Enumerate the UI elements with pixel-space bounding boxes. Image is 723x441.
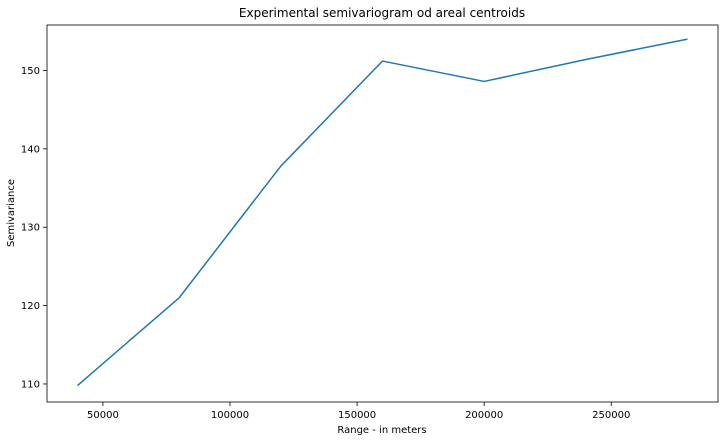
y-axis-ticks: 110 120 130 140 150 (21, 66, 47, 390)
y-axis-label: Semivariance (6, 179, 17, 247)
x-axis-ticks: 50000 100000 150000 200000 250000 (87, 402, 630, 421)
plot-frame (46, 24, 719, 403)
x-axis-label: Range - in meters (337, 425, 426, 436)
chart-title: Experimental semivariogram od areal cent… (239, 6, 525, 20)
series-layer (77, 38, 688, 387)
y-tick-label: 120 (21, 301, 40, 312)
y-tick-label: 130 (21, 223, 40, 234)
x-tick-label: 50000 (87, 410, 119, 421)
x-tick-label: 150000 (338, 410, 376, 421)
y-tick-label: 140 (21, 144, 40, 155)
series-line-0 (77, 38, 688, 387)
y-tick-label: 110 (21, 379, 40, 390)
y-tick-label: 150 (21, 66, 40, 77)
plot-area: 50000 100000 150000 200000 250000 1101201301… (21, 24, 719, 421)
x-tick-label: 250000 (592, 410, 630, 421)
x-tick-label: 100000 (211, 410, 249, 421)
x-tick-label: 200000 (465, 410, 503, 421)
